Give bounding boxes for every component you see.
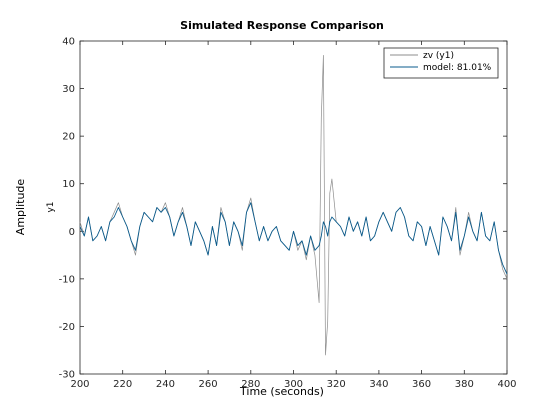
legend: zv (y1) model: 81.01% [383, 47, 499, 79]
chart-title: Simulated Response Comparison [180, 19, 384, 32]
x-tick-label: 300 [284, 379, 303, 390]
x-tick-label: 220 [113, 379, 132, 390]
plot-lines [79, 54, 508, 356]
x-tick-label: 240 [156, 379, 175, 390]
legend-label: zv (y1) [423, 51, 454, 61]
y-tick-label: -10 [59, 274, 75, 285]
y-tick-label: 0 [69, 227, 75, 238]
y-tick-label: 10 [62, 179, 75, 190]
legend-label: model: 81.01% [423, 63, 492, 73]
channel-label: y1 [46, 201, 56, 212]
plot-area [79, 40, 508, 375]
series-line-model [79, 202, 508, 275]
x-tick-label: 400 [497, 379, 516, 390]
x-tick-label: 360 [412, 379, 431, 390]
x-tick-label: 200 [70, 379, 89, 390]
legend-box [383, 47, 499, 79]
x-axis: 200 220 240 260 280 300 320 340 360 380 400 [70, 41, 517, 390]
x-tick-label: 320 [327, 379, 346, 390]
y-tick-label: 30 [62, 84, 75, 95]
y-axis-label: Amplitude [14, 179, 27, 236]
x-tick-label: 260 [199, 379, 218, 390]
y-tick-label: 40 [62, 37, 75, 48]
y-axis: -30 -20 -10 0 10 20 30 40 [59, 37, 507, 381]
x-tick-label: 380 [455, 379, 474, 390]
x-tick-label: 280 [241, 379, 260, 390]
x-axis-label: Time (seconds) [239, 385, 324, 398]
y-tick-label: -20 [59, 322, 75, 333]
y-tick-label: -30 [59, 370, 75, 381]
y-tick-label: 20 [62, 132, 75, 143]
x-tick-label: 340 [369, 379, 388, 390]
